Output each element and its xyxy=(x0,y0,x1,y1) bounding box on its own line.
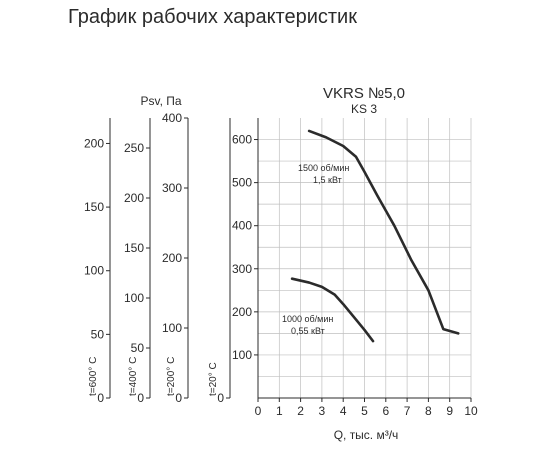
temperature-tick-label-1-150: 150 xyxy=(124,241,144,255)
y-tick-label-300: 300 xyxy=(232,262,252,276)
y-tick-label-500: 500 xyxy=(232,176,252,190)
temperature-axis-2: 0 100 200 300 400 t=200° C xyxy=(162,111,189,405)
x-tick-label-3: 3 xyxy=(319,404,326,418)
x-tick-label-2: 2 xyxy=(297,404,304,418)
x-tick-label-7: 7 xyxy=(404,404,411,418)
temperature-tick-label-1-200: 200 xyxy=(124,191,144,205)
x-tick-label-9: 9 xyxy=(446,404,453,418)
y-axis-label: Psv, Па xyxy=(140,94,181,108)
series-line-1 xyxy=(290,277,375,343)
x-tick-label-8: 8 xyxy=(425,404,432,418)
temperature-axis-0: 0 50 100 150 200 t=600° C xyxy=(84,118,111,405)
temperature-tick-label-2-300: 300 xyxy=(162,181,182,195)
temperature-tick-label-0-50: 50 xyxy=(91,327,105,341)
x-tick-label-5: 5 xyxy=(361,404,368,418)
x-tick-label-10: 10 xyxy=(464,404,478,418)
temperature-tick-label-2-100: 100 xyxy=(162,321,182,335)
y-tick-label-200: 200 xyxy=(232,305,252,319)
temperature-tick-label-1-50: 50 xyxy=(131,341,145,355)
x-tick-label-0: 0 xyxy=(255,404,262,418)
temperature-axis-label-2: t=200° C xyxy=(166,357,177,396)
temperature-tick-label-1-250: 250 xyxy=(124,141,144,155)
page-heading: График рабочих характеристик xyxy=(68,6,357,28)
x-tick-label-1: 1 xyxy=(276,404,283,418)
series-label-1000: 1000 об/мин 0,55 кВт xyxy=(282,314,333,336)
grid xyxy=(258,118,472,398)
temperature-tick-label-2-0: 0 xyxy=(175,391,182,405)
y-tick-label-400: 400 xyxy=(232,219,252,233)
series-label-1500-line2: 1,5 кВт xyxy=(313,175,342,185)
temperature-axis-label-0: t=600° C xyxy=(88,357,99,396)
temperature-tick-label-2-200: 200 xyxy=(162,251,182,265)
temperature-axis-3: 0t=20° C xyxy=(208,118,231,405)
x-axis-label: Q, тыс. м³/ч xyxy=(334,428,399,442)
x-tick-label-4: 4 xyxy=(340,404,347,418)
series-label-1000-line1: 1000 об/мин xyxy=(282,314,333,324)
curves xyxy=(290,129,460,343)
temperature-axis-label-1: t=400° C xyxy=(128,357,139,396)
series-label-1500-line1: 1500 об/мин xyxy=(298,163,349,173)
series-line-0 xyxy=(307,129,460,335)
temperature-axis-1: 0 50 100 150 200 250 t=400° C xyxy=(124,118,151,405)
temperature-tick-label-0-150: 150 xyxy=(84,200,104,214)
temperature-tick-label-1-0: 0 xyxy=(137,391,144,405)
y-tick-label-100: 100 xyxy=(232,348,252,362)
temperature-tick-label-3-0: 0 xyxy=(217,391,224,405)
series-label-1500: 1500 об/мин 1,5 кВт xyxy=(298,163,349,185)
x-tick-label-6: 6 xyxy=(382,404,389,418)
temperature-tick-label-0-0: 0 xyxy=(97,391,104,405)
chart-title: VKRS №5,0 xyxy=(323,85,405,102)
temperature-tick-label-0-200: 200 xyxy=(84,136,104,150)
temperature-axis-label-3: t=20° C xyxy=(208,362,219,396)
y-tick-label-600: 600 xyxy=(232,133,252,147)
temperature-tick-label-0-100: 100 xyxy=(84,264,104,278)
series-label-1000-line2: 0,55 кВт xyxy=(291,326,325,336)
temperature-tick-label-2-400: 400 xyxy=(162,111,182,125)
temperature-tick-label-1-100: 100 xyxy=(124,291,144,305)
chart-subtitle: KS 3 xyxy=(351,102,377,116)
